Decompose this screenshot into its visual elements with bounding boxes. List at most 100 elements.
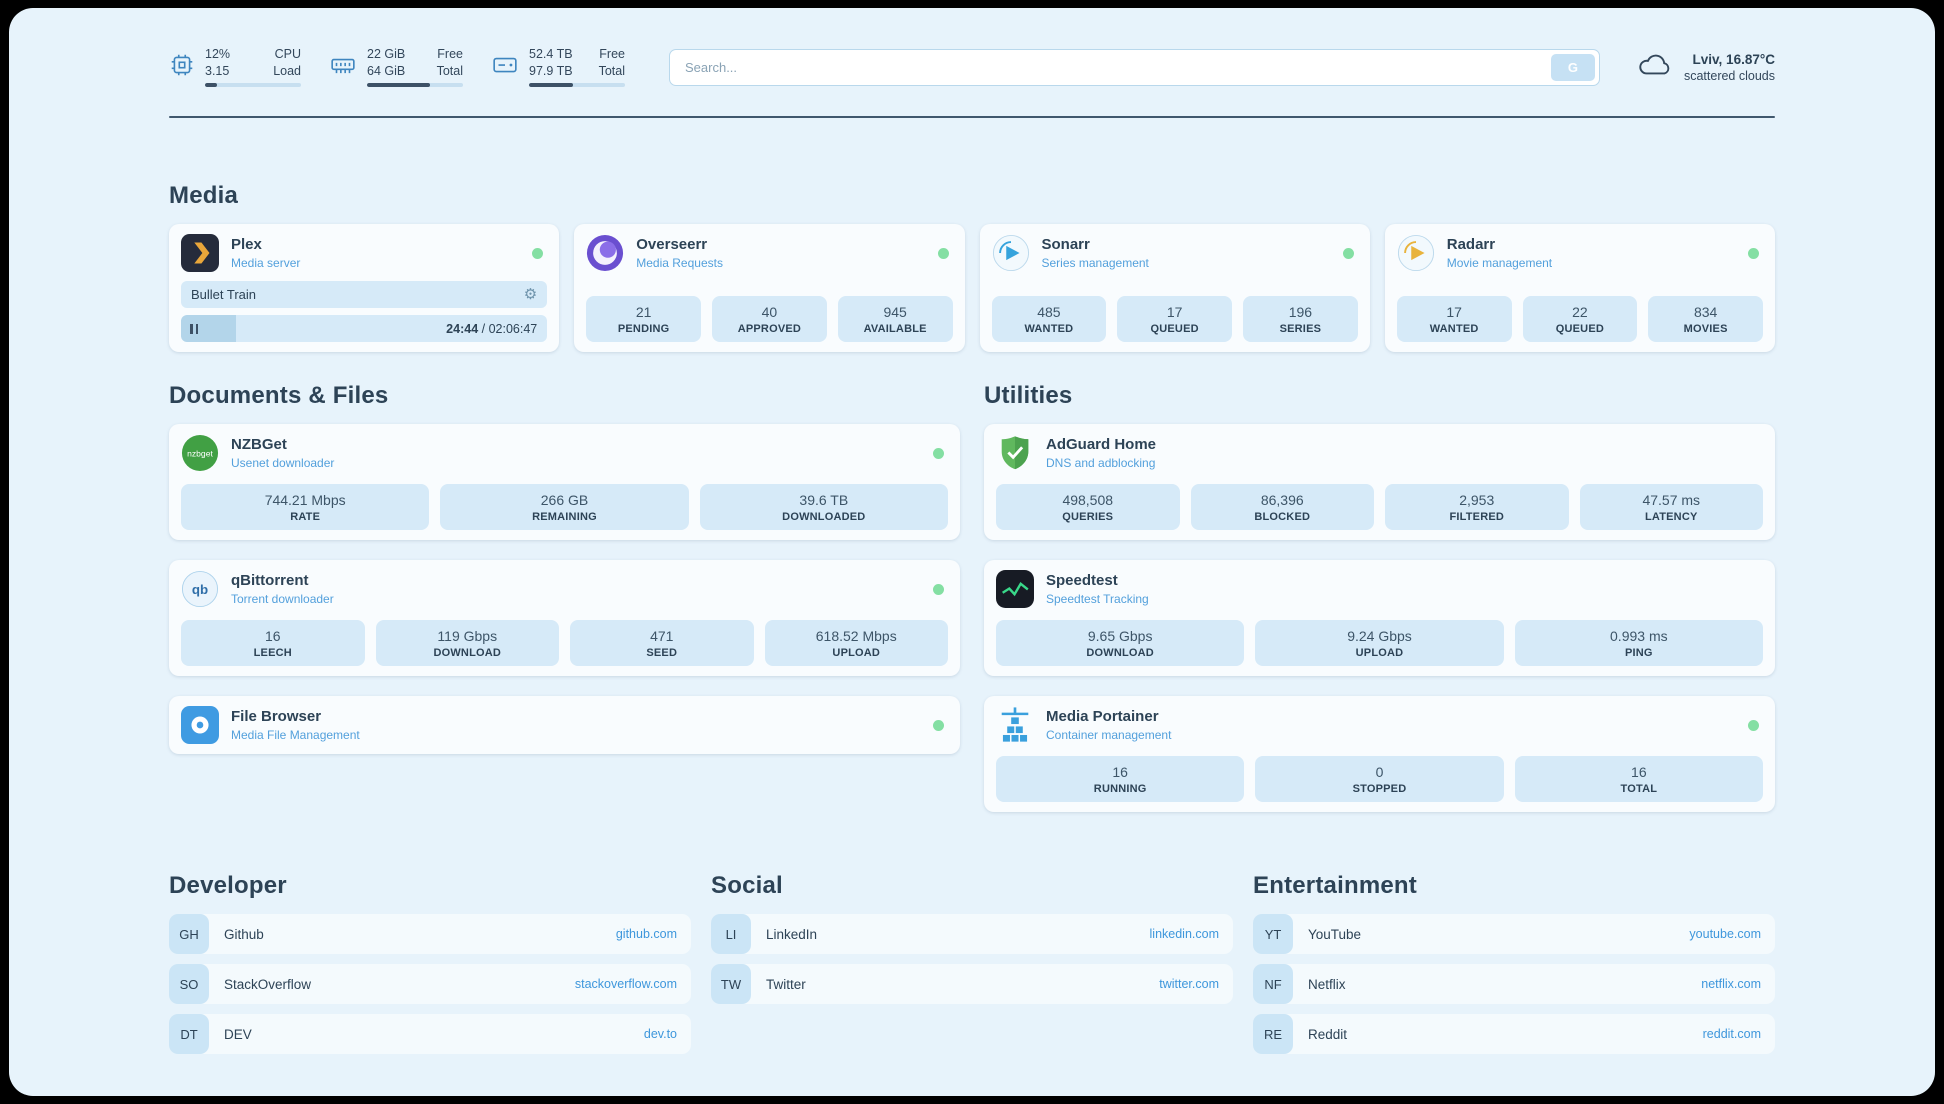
service-name: Overseerr [636,236,708,253]
section-title-developer: Developer [169,872,287,899]
section-documents: Documents & Files nzbget NZBGet Usenet d… [169,382,960,812]
search-bar: G [669,48,1600,86]
weather-widget: Lviv, 16.87°C scattered clouds [1636,50,1775,85]
service-subtitle: DNS and adblocking [1046,456,1156,470]
cpu-metric: 12% 3.15 CPU Load [169,47,301,87]
bookmark-link[interactable]: netflix.com [1701,977,1761,991]
bookmark-reddit[interactable]: RE Reddit reddit.com [1253,1014,1775,1054]
playback-progress-bar[interactable]: 24:44 / 02:06:47 [181,315,548,342]
bookmark-name: DEV [224,1026,252,1042]
bookmark-stackoverflow[interactable]: SO StackOverflow stackoverflow.com [169,964,691,1004]
bookmark-abbr: GH [169,914,209,954]
stat-tile: 16 TOTAL [1514,756,1763,802]
bookmark-linkedin[interactable]: LI LinkedIn linkedin.com [711,914,1233,954]
card-sonarr[interactable]: Sonarr Series management 485 WANTED 17 QUE… [979,224,1370,352]
section-title-utilities: Utilities [984,382,1073,409]
stat-tile: 9.24 Gbps UPLOAD [1255,620,1504,666]
stat-tile: 21 PENDING [586,296,701,342]
cloud-icon [1636,50,1674,85]
gear-icon[interactable]: ⚙ [523,286,538,303]
card-speedtest[interactable]: Speedtest Speedtest Tracking 9.65 Gbps DO… [984,560,1775,676]
card-filebrowser[interactable]: File Browser Media File Management [169,696,960,754]
disk-values: 52.4 TB 97.9 TB [529,47,573,78]
ram-values: 22 GiB 64 GiB [367,47,406,78]
status-dot [1342,247,1354,259]
card-plex[interactable]: Plex Media server Bullet Train ⚙ 24:44 /… [169,224,560,352]
stat-tile: 39.6 TB DOWNLOADED [699,484,948,530]
bookmark-name: Github [224,926,264,942]
bookmark-link[interactable]: github.com [615,927,677,941]
service-subtitle: Usenet downloader [231,456,335,470]
cpu-values: 12% 3.15 [205,47,231,78]
stat-tile: 266 GB REMAINING [440,484,689,530]
stat-tile: 945 AVAILABLE [837,296,953,342]
bookmark-dev[interactable]: DT DEV dev.to [169,1014,691,1054]
service-name: NZBGet [231,436,287,453]
status-dot [532,247,544,259]
cpu-icon [169,52,195,83]
card-portainer[interactable]: Media Portainer Container management 16 R… [984,696,1775,812]
status-dot [937,247,949,259]
service-subtitle: Container management [1046,728,1172,742]
cpu-labels: CPU Load [273,47,301,78]
bookmark-name: Netflix [1308,976,1346,992]
service-name: qBittorrent [231,572,309,589]
stat-tile: 834 MOVIES [1648,296,1763,342]
card-nzbget[interactable]: nzbget NZBGet Usenet downloader 744.21 M… [169,424,960,540]
bookmark-link[interactable]: stackoverflow.com [574,977,677,991]
weather-condition: scattered clouds [1683,68,1775,83]
bookmark-name: Reddit [1308,1026,1348,1042]
disk-icon [491,52,519,83]
stat-tile: 17 QUEUED [1117,296,1232,342]
disk-metric: 52.4 TB 97.9 TB Free Total [491,47,625,87]
card-radarr[interactable]: Radarr Movie management 17 WANTED 22 QUEUE… [1384,224,1775,352]
header-divider [169,116,1775,118]
bookmark-youtube[interactable]: YT YouTube youtube.com [1253,914,1775,954]
bookmark-abbr: TW [711,964,751,1004]
stat-tile: 0 STOPPED [1255,756,1504,802]
card-qbittorrent[interactable]: qb qBittorrent Torrent downloader 16 LEEC… [169,560,960,676]
bookmark-name: YouTube [1308,926,1362,942]
top-bar: 12% 3.15 CPU Load [169,38,1775,96]
stat-tile: 47.57 ms LATENCY [1579,484,1763,530]
now-playing-title: Bullet Train [191,287,257,302]
stat-tile: 40 APPROVED [712,296,827,342]
cpu-progress-bar [205,82,301,87]
bookmark-github[interactable]: GH Github github.com [169,914,691,954]
sonarr-icon [992,234,1030,272]
search-engine-button[interactable]: G [1550,53,1595,81]
bookmark-link[interactable]: youtube.com [1689,927,1761,941]
ram-progress-bar [367,82,463,87]
card-adguard[interactable]: AdGuard Home DNS and adblocking 498,508 Q… [984,424,1775,540]
bookmark-netflix[interactable]: NF Netflix netflix.com [1253,964,1775,1004]
bookmark-twitter[interactable]: TW Twitter twitter.com [711,964,1233,1004]
pause-button[interactable] [181,315,236,342]
bookmark-abbr: RE [1253,1014,1293,1054]
service-name: Sonarr [1041,236,1090,253]
bookmark-link[interactable]: dev.to [643,1027,677,1041]
status-dot [933,719,944,731]
card-overseerr[interactable]: Overseerr Media Requests 21 PENDING 40 APP… [574,224,965,352]
bookmark-link[interactable]: linkedin.com [1149,927,1219,941]
stat-tile: 16 RUNNING [996,756,1245,802]
stat-tile: 9.65 Gbps DOWNLOAD [996,620,1245,666]
status-dot [933,447,944,459]
stat-tile: 196 SERIES [1243,296,1358,342]
stat-tile: 0.993 ms PING [1514,620,1763,666]
section-entertainment: Entertainment YT YouTube youtube.com NF … [1253,872,1775,1054]
status-dot [1748,719,1759,731]
system-metrics: 12% 3.15 CPU Load [169,47,625,87]
bookmark-link[interactable]: reddit.com [1702,1027,1761,1041]
section-title-entertainment: Entertainment [1253,872,1417,899]
service-subtitle: Media File Management [231,728,360,742]
service-subtitle: Speedtest Tracking [1046,592,1149,606]
bookmark-link[interactable]: twitter.com [1159,977,1219,991]
bookmark-abbr: NF [1253,964,1293,1004]
stat-tile: 2,953 FILTERED [1385,484,1569,530]
speedtest-icon [996,570,1034,608]
ram-icon [329,52,357,83]
search-input[interactable] [669,48,1600,86]
service-subtitle: Media server [231,256,301,270]
service-name: Plex [231,236,262,253]
disk-progress-bar [529,82,625,87]
